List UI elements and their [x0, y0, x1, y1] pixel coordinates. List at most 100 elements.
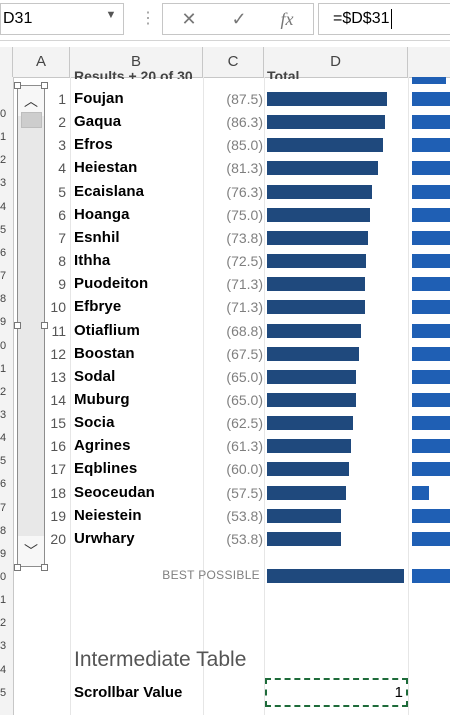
row-header-number[interactable]: 9	[0, 316, 7, 329]
column-header-b[interactable]: B	[70, 47, 203, 77]
row-name: Socia	[74, 414, 115, 432]
more-icon: ⋮	[140, 10, 156, 27]
row-header-number[interactable]: 7	[0, 270, 7, 283]
row-rank: 13	[50, 368, 66, 385]
resize-handle[interactable]	[14, 82, 21, 89]
resize-handle[interactable]	[41, 564, 48, 571]
chevron-down-icon[interactable]: ﹀	[18, 536, 44, 566]
row-rank: 3	[58, 137, 66, 154]
name-box[interactable]: D31	[0, 3, 124, 35]
select-all-corner[interactable]	[0, 47, 13, 77]
fx-icon[interactable]: fx	[280, 9, 294, 29]
row-score: (65.0)	[226, 391, 263, 408]
row-rank: 9	[58, 276, 66, 293]
row-header-number[interactable]: 6	[0, 478, 7, 491]
score-bar	[267, 300, 365, 315]
row-header-number[interactable]: 2	[0, 617, 7, 630]
score-bar	[267, 416, 353, 431]
column-header-e[interactable]	[408, 47, 450, 77]
row-header-number[interactable]: 6	[0, 246, 7, 259]
row-name: Neiestein	[74, 506, 142, 524]
resize-handle[interactable]	[41, 82, 48, 89]
score-bar	[267, 346, 359, 361]
row-header-number[interactable]: 2	[0, 154, 7, 167]
resize-handle[interactable]	[14, 564, 21, 571]
row-rank: 18	[50, 484, 66, 501]
score-bar	[267, 184, 372, 199]
secondary-bar	[412, 277, 450, 292]
column-header-a[interactable]: A	[13, 47, 70, 77]
gridline	[408, 77, 409, 715]
row-header-number[interactable]: 7	[0, 501, 7, 514]
row-score: (71.3)	[226, 299, 263, 316]
secondary-bar-partial	[412, 77, 446, 84]
score-bar	[267, 138, 383, 153]
secondary-bar	[412, 323, 450, 338]
row-name: Efbrye	[74, 298, 122, 316]
row-header-number[interactable]: 9	[0, 547, 7, 560]
row-rank: 5	[58, 183, 66, 200]
row-header-number[interactable]: 1	[0, 131, 7, 144]
row-header-number[interactable]: 5	[0, 223, 7, 236]
row-rank: 1	[58, 91, 66, 107]
scrollbar-value-cell[interactable]: 1	[265, 678, 408, 707]
row-rank: 10	[50, 299, 66, 316]
row-header-number[interactable]: 3	[0, 640, 7, 653]
row-header-number[interactable]: 2	[0, 385, 7, 398]
resize-handle[interactable]	[41, 322, 48, 329]
row-rank: 7	[58, 229, 66, 246]
row-header-number[interactable]: 3	[0, 408, 7, 421]
scrollbar-thumb[interactable]	[21, 112, 42, 128]
score-bar	[267, 508, 341, 523]
row-header-number[interactable]: 4	[0, 432, 7, 445]
row-header-number[interactable]: 4	[0, 200, 7, 213]
column-header-c[interactable]: C	[203, 47, 264, 77]
formula-buttons: ✕ ✓ fx	[162, 3, 314, 35]
row-score: (87.5)	[226, 91, 263, 107]
best-possible-secondary-bar	[412, 569, 450, 583]
row-name: Foujan	[74, 90, 124, 107]
row-header-number[interactable]: 4	[0, 663, 7, 676]
row-header-number[interactable]: 5	[0, 455, 7, 468]
row-header-number[interactable]: 1	[0, 594, 7, 607]
total-header-partial: Total	[267, 71, 300, 79]
list-header-partial: Results + 20 of 30	[74, 71, 193, 79]
row-rank: 17	[50, 461, 66, 478]
gridline	[264, 77, 265, 715]
row-header-number[interactable]: 8	[0, 524, 7, 537]
secondary-bar	[412, 531, 450, 546]
row-header-number[interactable]: 0	[0, 339, 7, 352]
score-bar	[267, 462, 349, 477]
resize-handle[interactable]	[14, 322, 21, 329]
row-name: Agrines	[74, 437, 131, 455]
row-name: Efros	[74, 136, 113, 154]
row-rank: 14	[50, 391, 66, 408]
row-header-number[interactable]: 0	[0, 108, 7, 120]
checkmark-icon[interactable]: ✓	[231, 9, 247, 29]
formula-input[interactable]: =$D$31	[318, 3, 450, 35]
row-header-number[interactable]: 0	[0, 571, 7, 583]
row-rank: 12	[50, 345, 66, 362]
scrollbar-control[interactable]: ︿ ﹀	[17, 85, 45, 567]
row-header-number[interactable]: 5	[0, 686, 7, 699]
row-name: Ecaislana	[74, 182, 145, 200]
intermediate-table-title: Intermediate Table	[74, 648, 247, 671]
row-header-number[interactable]: 1	[0, 362, 7, 375]
formula-bar: D31 ▼ ⋮ ✕ ✓ fx =$D$31	[0, 0, 450, 41]
best-possible-label: BEST POSSIBLE	[162, 568, 260, 582]
score-bar	[267, 207, 370, 222]
row-name: Urwhary	[74, 529, 135, 547]
chevron-up-icon[interactable]: ︿	[18, 86, 44, 116]
row-score: (75.0)	[226, 206, 263, 223]
row-header-number[interactable]: 8	[0, 293, 7, 306]
secondary-bar	[412, 416, 450, 431]
secondary-bar	[412, 138, 450, 153]
secondary-bar	[412, 161, 450, 176]
gridline	[203, 77, 204, 715]
close-icon[interactable]: ✕	[181, 9, 197, 29]
secondary-bar	[412, 485, 429, 500]
chevron-down-icon[interactable]: ▼	[105, 9, 117, 21]
column-header-d[interactable]: D	[264, 47, 408, 77]
row-header-number[interactable]: 3	[0, 177, 7, 190]
score-bar	[267, 161, 378, 176]
